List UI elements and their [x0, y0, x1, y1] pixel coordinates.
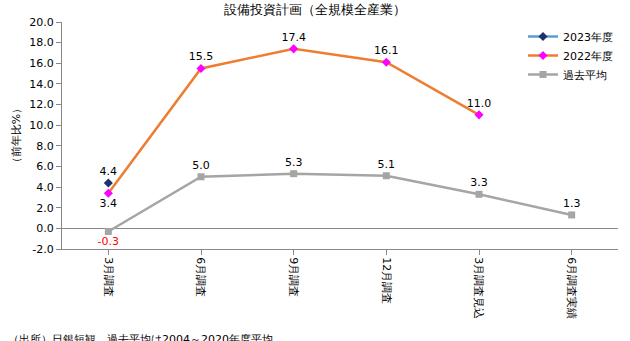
svg-text:8.0: 8.0 — [36, 140, 54, 153]
svg-text:10.0: 10.0 — [29, 119, 54, 132]
svg-text:16.0: 16.0 — [29, 57, 54, 70]
svg-text:17.4: 17.4 — [281, 31, 306, 44]
svg-text:（出所）日銀短観、過去平均は2004～2020年度平均: （出所）日銀短観、過去平均は2004～2020年度平均 — [8, 333, 273, 341]
svg-text:2023年度: 2023年度 — [563, 31, 613, 44]
svg-text:設備投資計画（全規模全産業）: 設備投資計画（全規模全産業） — [224, 2, 406, 17]
svg-text:（前年比%）: （前年比%） — [10, 103, 23, 168]
svg-text:3月調査: 3月調査 — [102, 257, 115, 297]
svg-text:1.3: 1.3 — [563, 197, 581, 210]
svg-text:0.0: 0.0 — [36, 222, 54, 235]
svg-text:-2.0: -2.0 — [32, 243, 53, 256]
svg-text:3月調査見込: 3月調査見込 — [472, 257, 485, 319]
svg-text:3.4: 3.4 — [100, 197, 118, 210]
svg-text:-0.3: -0.3 — [98, 235, 119, 248]
svg-text:18.0: 18.0 — [29, 36, 54, 49]
svg-text:14.0: 14.0 — [29, 78, 54, 91]
svg-text:12月調査: 12月調査 — [380, 257, 393, 304]
svg-text:6月調査実績: 6月調査実績 — [565, 257, 578, 319]
svg-text:15.5: 15.5 — [189, 50, 214, 63]
svg-text:2022年度: 2022年度 — [563, 50, 613, 63]
svg-text:3.3: 3.3 — [470, 176, 488, 189]
svg-text:5.3: 5.3 — [285, 156, 303, 169]
svg-text:2.0: 2.0 — [36, 202, 54, 215]
svg-text:6.0: 6.0 — [36, 160, 54, 173]
svg-text:12.0: 12.0 — [29, 98, 54, 111]
svg-text:5.1: 5.1 — [378, 158, 396, 171]
svg-text:16.1: 16.1 — [374, 44, 399, 57]
svg-text:5.0: 5.0 — [192, 159, 210, 172]
svg-text:6月調査: 6月調査 — [194, 257, 207, 297]
svg-text:過去平均: 過去平均 — [563, 69, 607, 82]
svg-text:11.0: 11.0 — [467, 97, 492, 110]
svg-text:9月調査: 9月調査 — [287, 257, 300, 297]
svg-text:4.4: 4.4 — [100, 165, 118, 178]
svg-text:4.0: 4.0 — [36, 181, 54, 194]
svg-text:20.0: 20.0 — [29, 16, 54, 29]
